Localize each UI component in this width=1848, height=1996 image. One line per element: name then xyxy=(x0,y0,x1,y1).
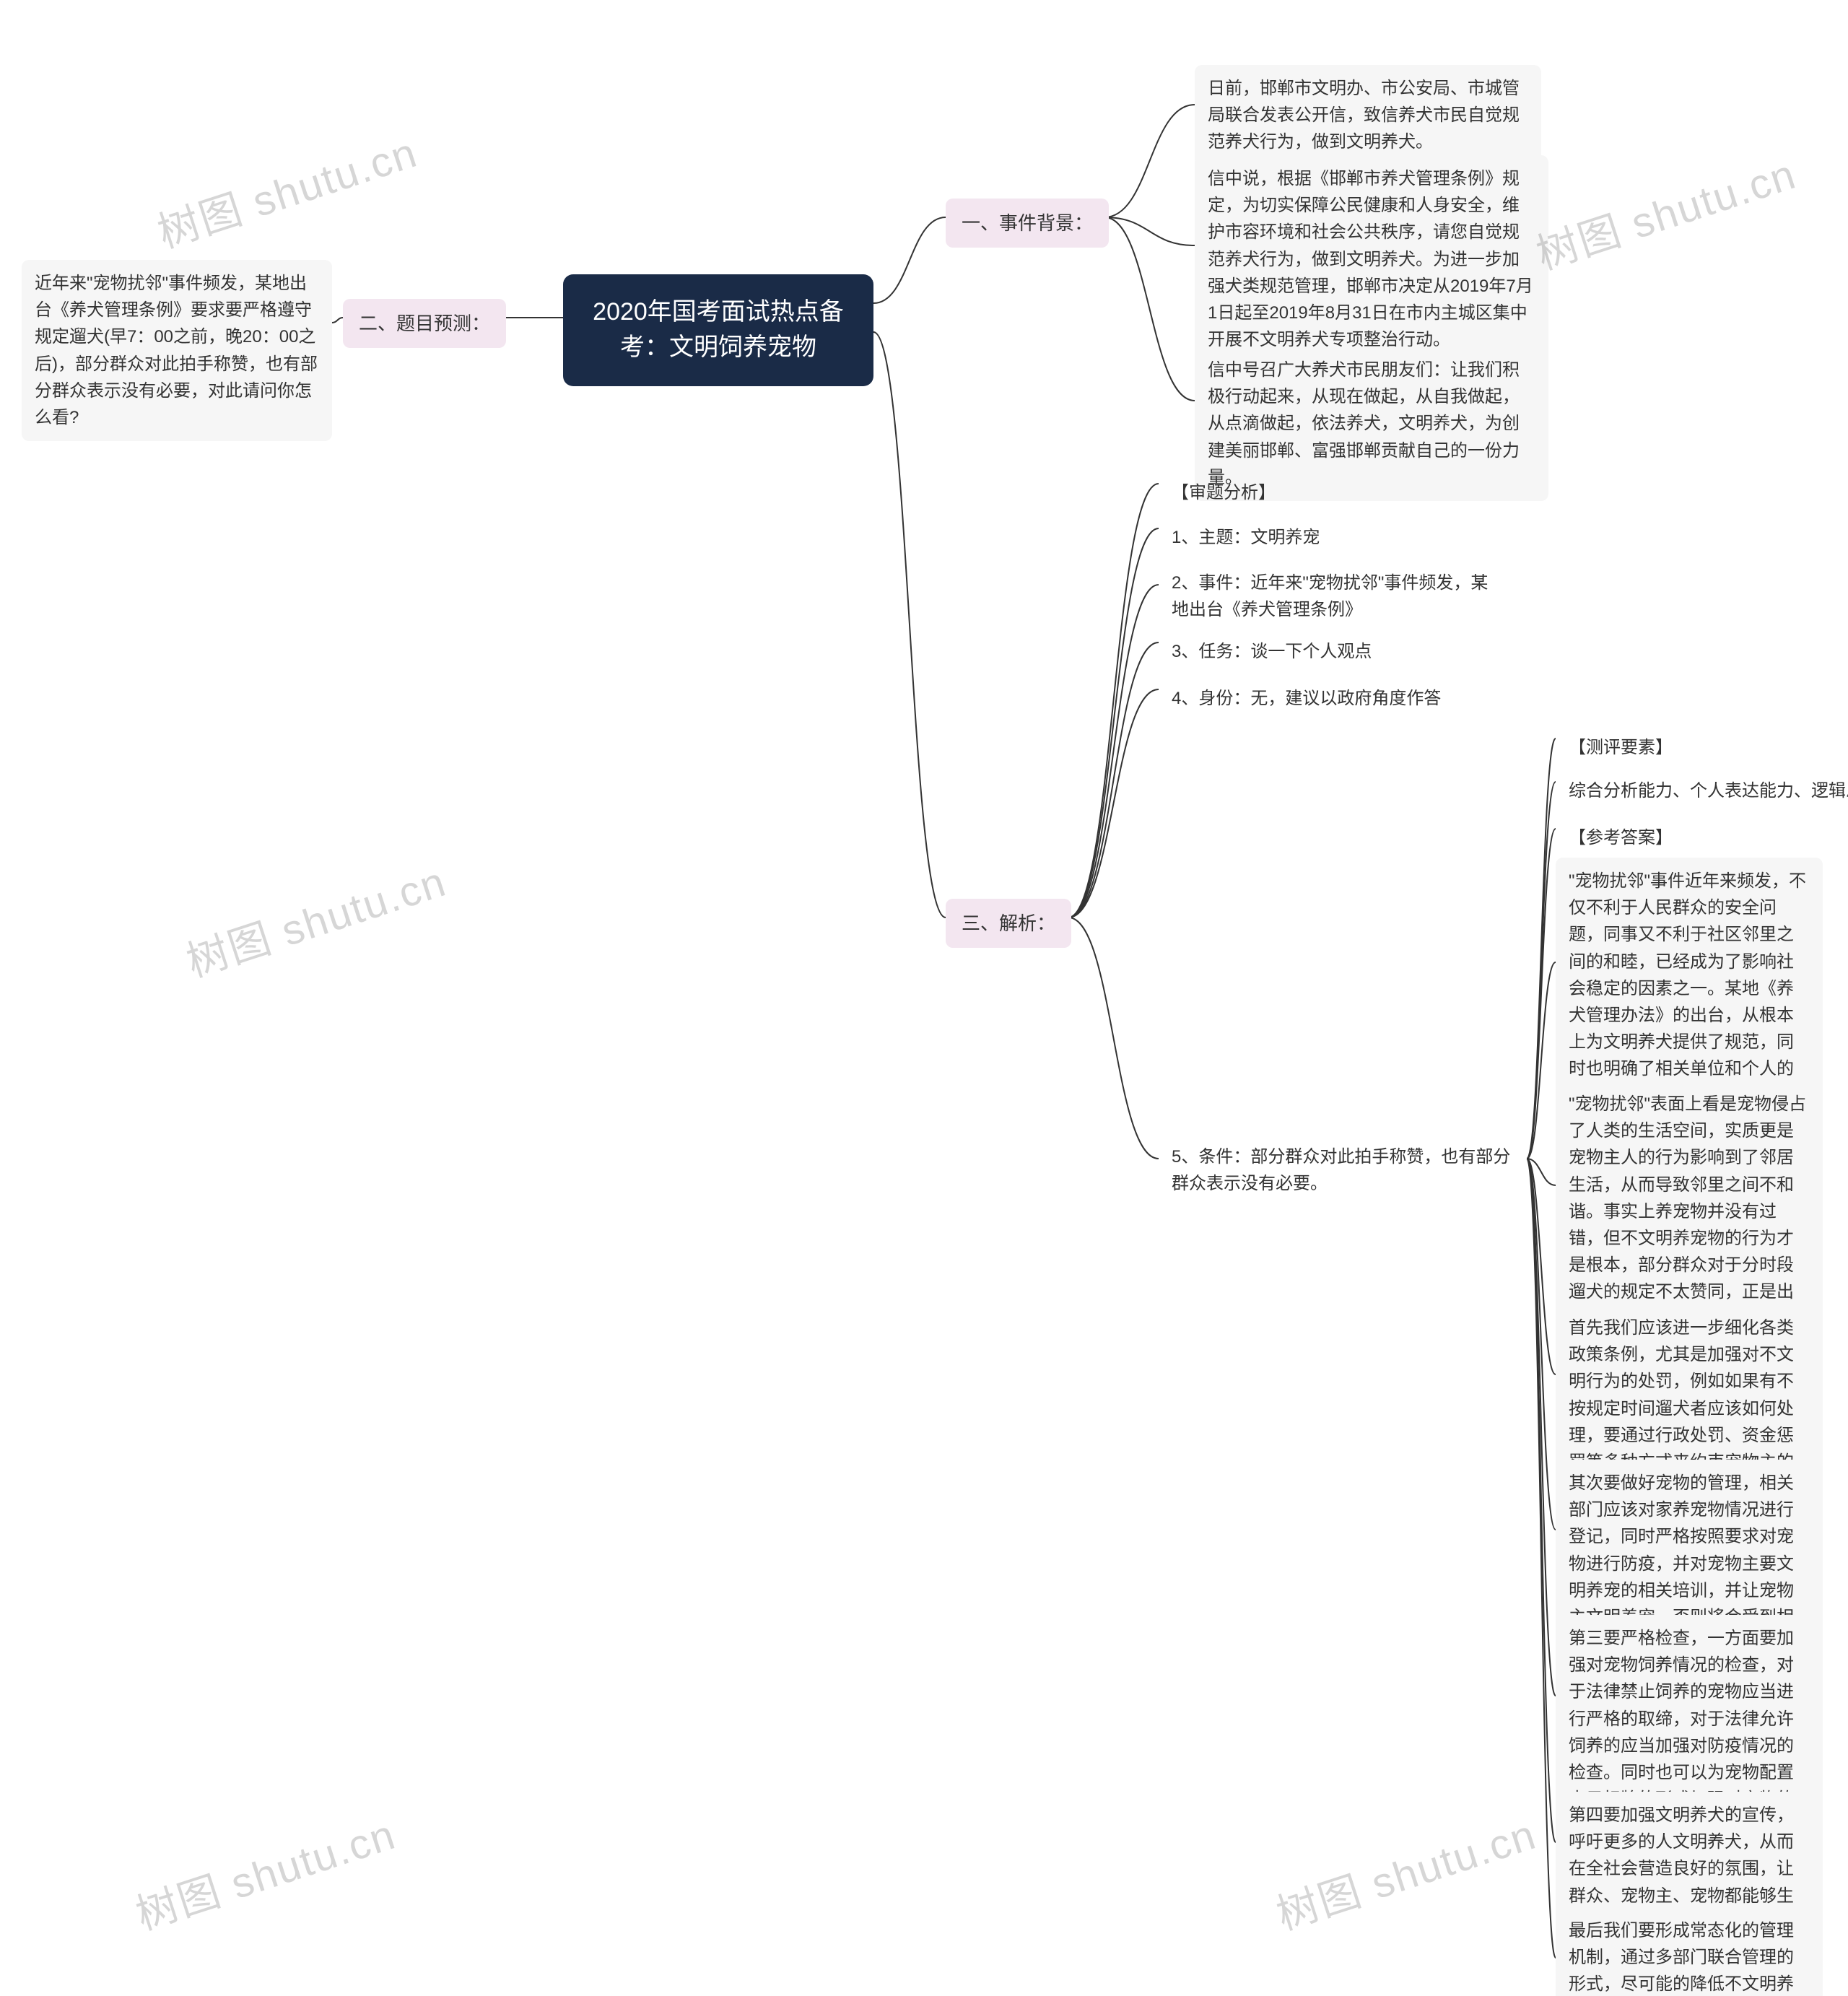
branch-event-background[interactable]: 一、事件背景： xyxy=(946,199,1109,248)
branch-label: 三、解析： xyxy=(962,912,1055,934)
branch-analysis[interactable]: 三、解析： xyxy=(946,899,1071,948)
leaf-b3-identity: 4、身份：无，建议以政府角度作答 xyxy=(1159,675,1462,722)
leaf-text: 2、事件：近年来"宠物扰邻"事件频发，某地出台《养犬管理条例》 xyxy=(1172,573,1488,619)
leaf-text: 【审题分析】 xyxy=(1172,483,1276,502)
watermark: 树图 shutu.cn xyxy=(149,118,424,259)
leaf-text: 综合分析能力、个人表达能力、逻辑思维能力 xyxy=(1569,781,1848,801)
leaf-text: 5、条件：部分群众对此拍手称赞，也有部分群众表示没有必要。 xyxy=(1172,1147,1510,1193)
leaf-b3-task: 3、任务：谈一下个人观点 xyxy=(1159,628,1390,675)
leaf-text: 4、身份：无，建议以政府角度作答 xyxy=(1172,689,1441,708)
leaf-b3-condition: 5、条件：部分群众对此拍手称赞，也有部分群众表示没有必要。 xyxy=(1159,1133,1527,1207)
leaf-text: 【测评要素】 xyxy=(1569,738,1673,757)
leaf-text: 日前，邯郸市文明办、市公安局、市城管局联合发表公开信，致信养犬市民自觉规范养犬行… xyxy=(1208,79,1520,152)
leaf-answer-7[interactable]: 最后我们要形成常态化的管理机制，通过多部门联合管理的形式，尽可能的降低不文明养犬… xyxy=(1556,1907,1823,1996)
leaf-text: 信中号召广大养犬市民朋友们：让我们积极行动起来，从现在做起，从自我做起，从点滴做… xyxy=(1208,360,1520,487)
leaf-b3-heading: 【审题分析】 xyxy=(1159,469,1281,516)
watermark: 树图 shutu.cn xyxy=(127,1800,402,1941)
branch-label: 一、事件背景： xyxy=(962,212,1093,234)
branch-label: 二、题目预测： xyxy=(359,313,490,334)
watermark: 树图 shutu.cn xyxy=(178,847,453,988)
watermark: 树图 shutu.cn xyxy=(1268,1800,1543,1941)
leaf-text: 近年来"宠物扰邻"事件频发，某地出台《养犬管理条例》要求要严格遵守规定遛犬(早7… xyxy=(35,274,318,427)
leaf-text: 3、任务：谈一下个人观点 xyxy=(1172,642,1372,661)
root-label: 2020年国考面试热点备考：文明饲养宠物 xyxy=(593,298,844,361)
leaf-answer-heading: 【参考答案】 xyxy=(1556,814,1678,861)
root-node[interactable]: 2020年国考面试热点备考：文明饲养宠物 xyxy=(563,274,873,386)
leaf-text: 【参考答案】 xyxy=(1569,828,1673,847)
leaf-text: 1、主题：文明养宠 xyxy=(1172,528,1320,547)
leaf-b3-topic: 1、主题：文明养宠 xyxy=(1159,514,1339,561)
leaf-eval-skills: 综合分析能力、个人表达能力、逻辑思维能力 xyxy=(1556,767,1848,814)
leaf-b3-event: 2、事件：近年来"宠物扰邻"事件频发，某地出台《养犬管理条例》 xyxy=(1159,559,1505,633)
leaf-b2-1[interactable]: 近年来"宠物扰邻"事件频发，某地出台《养犬管理条例》要求要严格遵守规定遛犬(早7… xyxy=(22,260,332,441)
leaf-eval-heading: 【测评要素】 xyxy=(1556,724,1678,771)
leaf-b1-2[interactable]: 信中说，根据《邯郸市养犬管理条例》规定，为切实保障公民健康和人身安全，维护市容环… xyxy=(1195,155,1548,363)
watermark: 树图 shutu.cn xyxy=(1527,140,1803,281)
branch-question-prediction[interactable]: 二、题目预测： xyxy=(343,299,506,348)
leaf-b1-1[interactable]: 日前，邯郸市文明办、市公安局、市城管局联合发表公开信，致信养犬市民自觉规范养犬行… xyxy=(1195,65,1541,166)
leaf-text: 最后我们要形成常态化的管理机制，通过多部门联合管理的形式，尽可能的降低不文明养犬… xyxy=(1569,1921,1794,1996)
leaf-text: 信中说，根据《邯郸市养犬管理条例》规定，为切实保障公民健康和人身安全，维护市容环… xyxy=(1208,169,1533,349)
